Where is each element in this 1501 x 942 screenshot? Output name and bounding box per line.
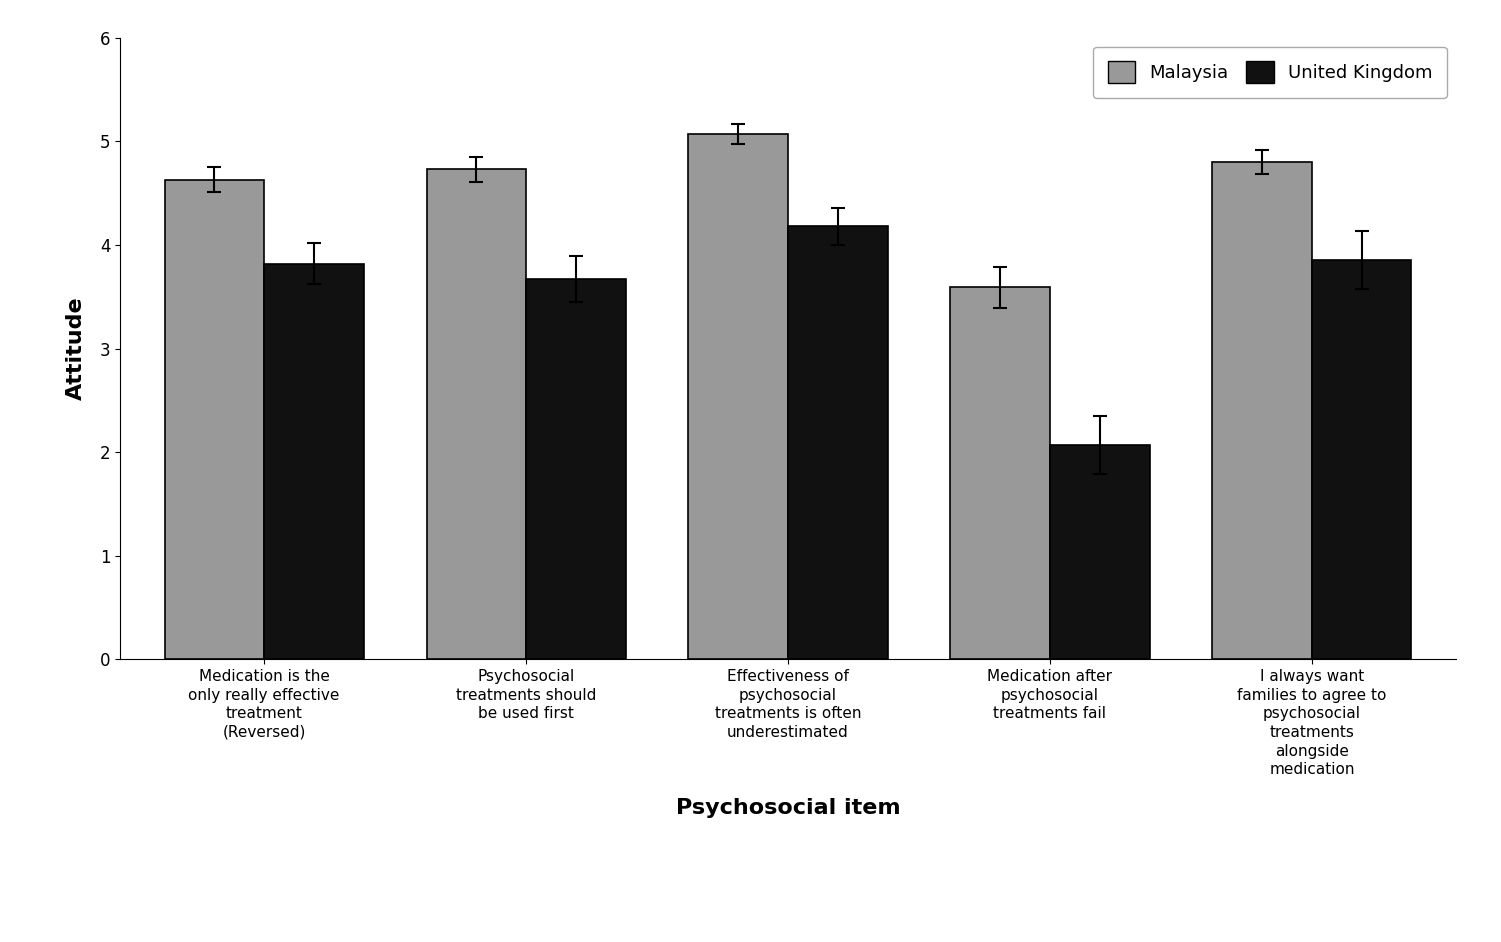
Bar (426, 170, 525, 659)
Y-axis label: Attitude: Attitude (66, 297, 86, 400)
Bar (689, 134, 788, 659)
Bar (264, 264, 363, 659)
Bar (1051, 445, 1150, 659)
Bar (525, 279, 626, 659)
Bar (165, 180, 264, 659)
Bar (950, 287, 1051, 659)
Bar (1312, 261, 1411, 659)
X-axis label: Psychosocial item: Psychosocial item (675, 798, 901, 818)
Bar (788, 226, 887, 659)
Bar (1213, 162, 1312, 659)
Legend: Malaysia, United Kingdom: Malaysia, United Kingdom (1093, 47, 1447, 98)
